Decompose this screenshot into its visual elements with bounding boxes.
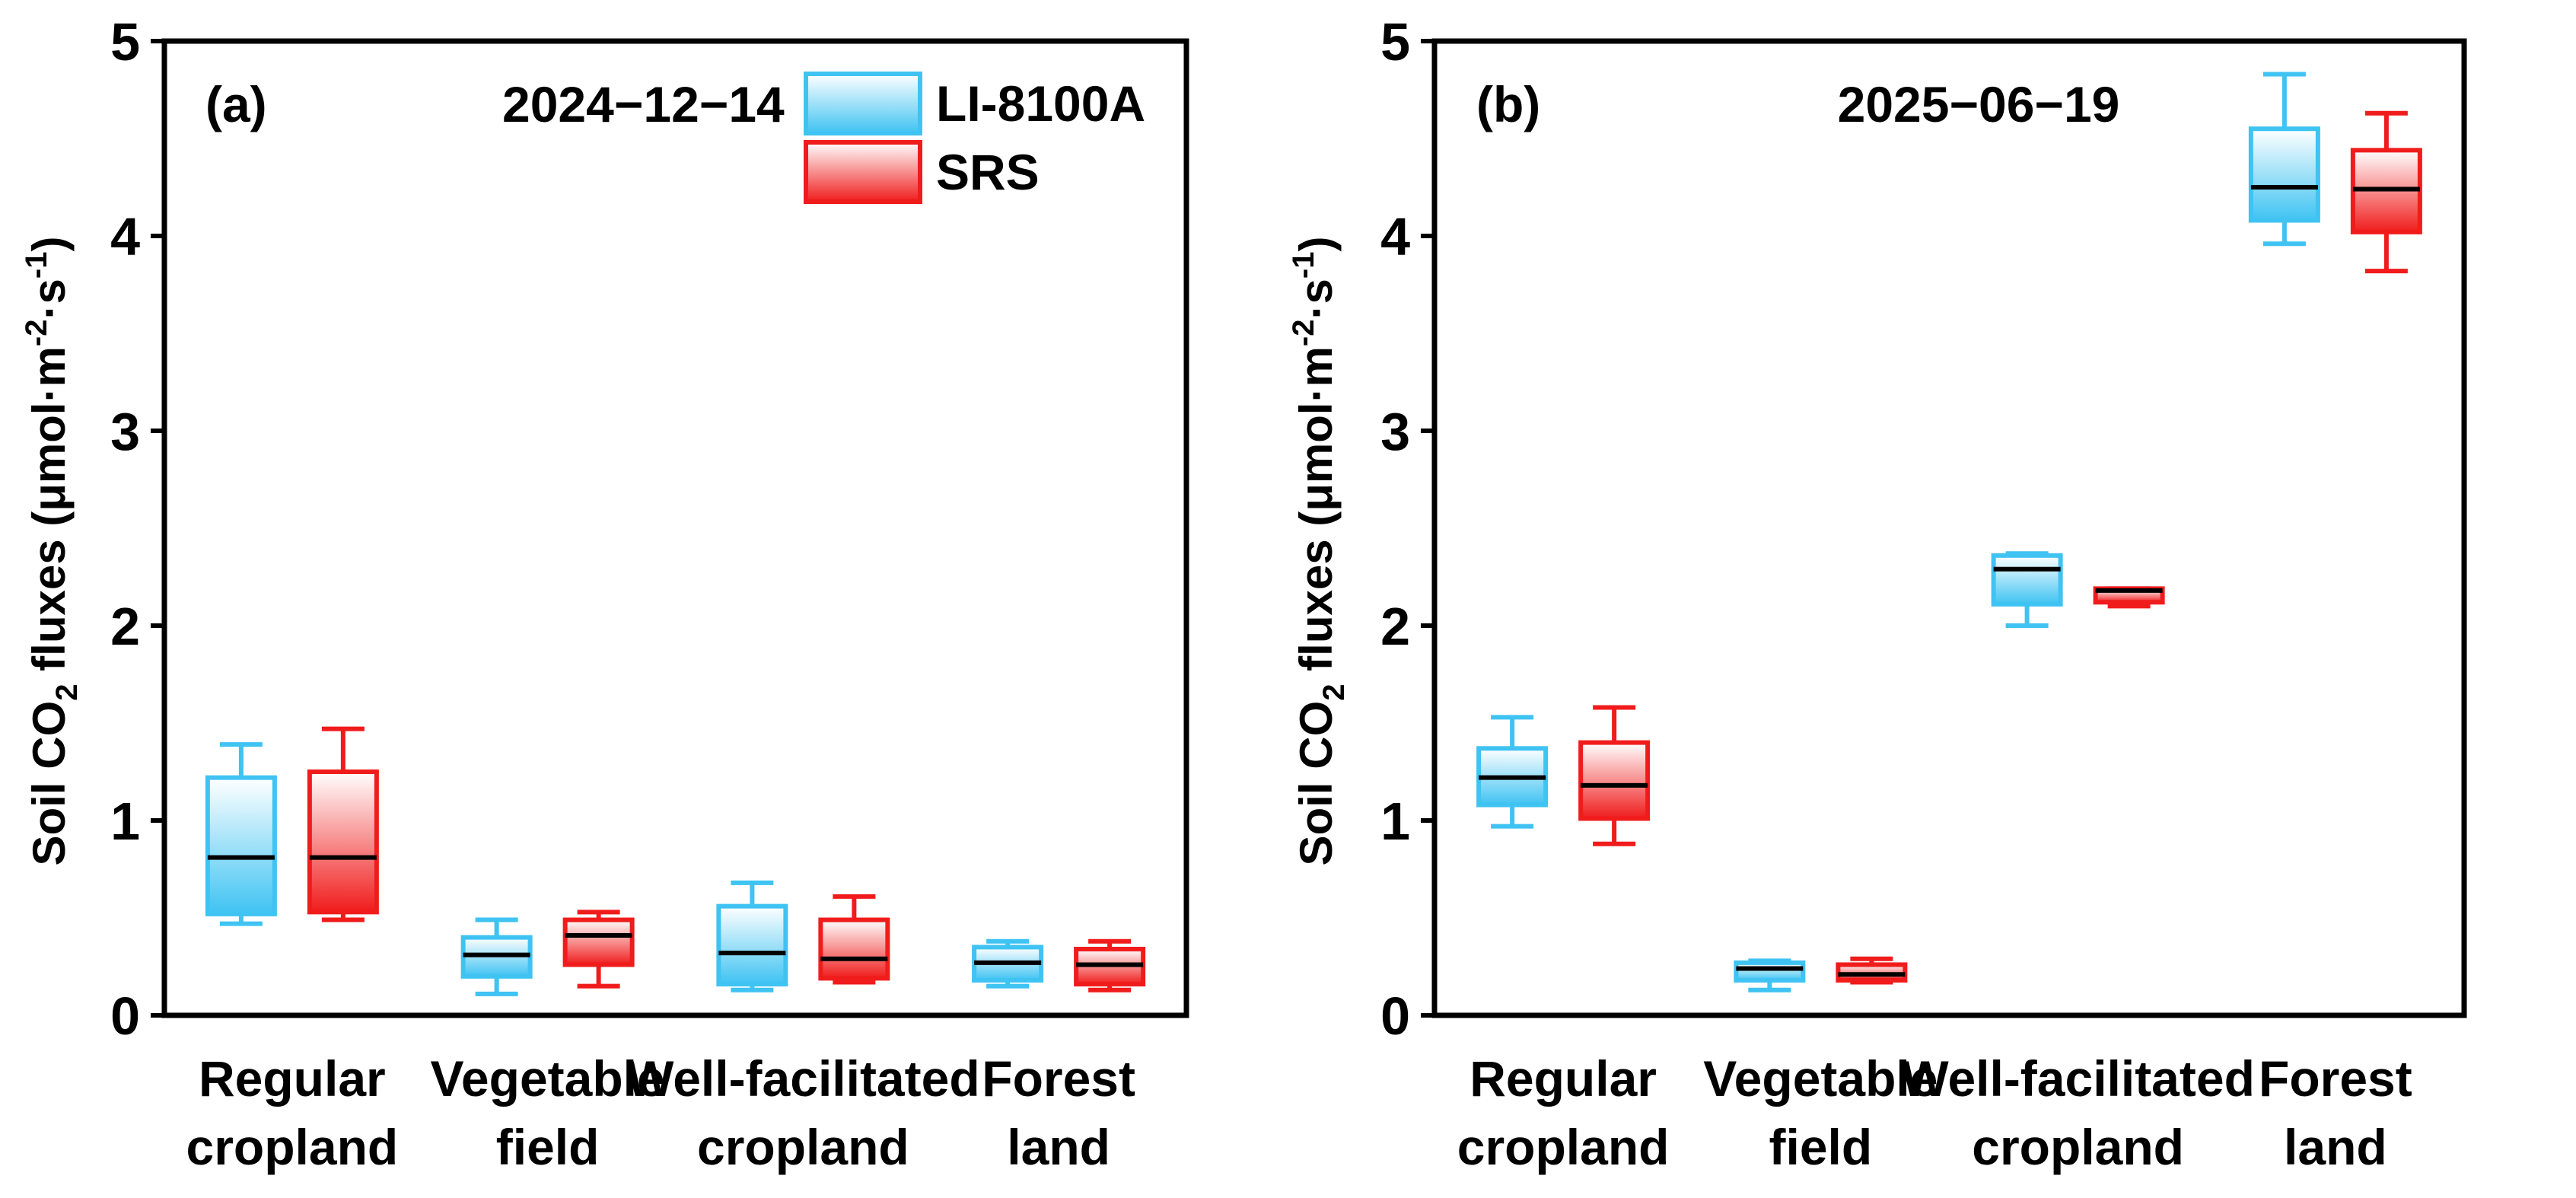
y-axis-label-part: ·s xyxy=(1291,279,1342,319)
y-tick-label: 3 xyxy=(110,402,140,461)
box-srs-0 xyxy=(307,726,379,922)
x-category-line: Vegetable xyxy=(1703,1050,1938,1107)
box-srs-2 xyxy=(2093,586,2165,609)
box-srs-1 xyxy=(562,910,635,989)
x-category-line: land xyxy=(2284,1119,2387,1175)
box-li-8100a-0 xyxy=(205,742,277,926)
y-axis-label-subscript: 2 xyxy=(50,684,84,701)
y-tick-label: 0 xyxy=(110,986,140,1046)
x-category-line: Forest xyxy=(982,1050,1135,1107)
y-axis-label-superscript: -1 xyxy=(1287,252,1320,279)
y-axis-label-superscript: -2 xyxy=(20,319,53,346)
x-category-label: Forest land xyxy=(982,1050,1135,1175)
x-category-line: cropland xyxy=(697,1119,909,1175)
x-category-label: Well-facilitated cropland xyxy=(1901,1050,2255,1175)
iqr-box xyxy=(2248,126,2320,223)
x-category-label: Vegetable field xyxy=(1703,1050,1938,1175)
x-category-label: Regular cropland xyxy=(186,1050,399,1175)
x-category-line: Forest xyxy=(2259,1050,2412,1107)
y-axis-label-part: fluxes (μmol·m xyxy=(1291,346,1342,683)
x-category-line: Vegetable xyxy=(431,1050,665,1107)
box-li-8100a-3 xyxy=(972,938,1044,989)
y-tick-label: 5 xyxy=(110,12,140,72)
iqr-box xyxy=(716,903,788,987)
y-tick-label: 1 xyxy=(1380,792,1410,851)
legend-swatch xyxy=(804,140,922,204)
iqr-box xyxy=(818,917,890,981)
y-axis-label-superscript: -1 xyxy=(20,252,53,279)
box-srs-0 xyxy=(1578,705,1651,846)
box-li-8100a-2 xyxy=(1991,551,2063,628)
x-category-line: field xyxy=(1769,1119,1873,1175)
plot-frame xyxy=(1431,38,2467,1018)
y-axis-label-part: fluxes (μmol·m xyxy=(24,346,75,683)
legend-label: LI-8100A xyxy=(936,75,1145,132)
box-li-8100a-2 xyxy=(716,880,788,992)
iqr-box xyxy=(307,769,379,915)
legend-swatch xyxy=(804,72,922,135)
y-tick-label: 1 xyxy=(110,792,140,851)
box-srs-3 xyxy=(2350,110,2422,274)
y-tick-label: 2 xyxy=(110,597,140,656)
box-li-8100a-3 xyxy=(2248,72,2320,247)
y-tick-label: 4 xyxy=(1380,207,1410,266)
x-category-line: land xyxy=(1007,1119,1110,1175)
x-category-line: cropland xyxy=(1972,1119,2184,1175)
y-tick-label: 3 xyxy=(1380,402,1410,461)
box-srs-2 xyxy=(818,894,890,985)
iqr-box xyxy=(1578,740,1651,821)
y-axis-label-part: ·s xyxy=(24,279,75,319)
panel-label: (a) xyxy=(205,76,267,132)
y-tick-label: 2 xyxy=(1380,597,1410,656)
x-category-label: Well-facilitated cropland xyxy=(626,1050,980,1175)
date-label: 2024−12−14 xyxy=(502,76,785,132)
y-axis-label: Soil CO2 fluxes (μmol·m-2·s-1) xyxy=(20,237,84,866)
y-axis-label-part: ) xyxy=(1291,237,1342,252)
y-axis-label-part: ) xyxy=(24,237,75,252)
iqr-box xyxy=(1991,553,2063,607)
plot-frame xyxy=(161,38,1189,1018)
y-tick-label: 0 xyxy=(1380,986,1410,1046)
x-category-line: cropland xyxy=(1457,1119,1670,1175)
iqr-box xyxy=(1734,960,1806,983)
legend-label: SRS xyxy=(936,144,1040,200)
x-category-line: Regular xyxy=(199,1050,386,1107)
x-category-label: Forest land xyxy=(2259,1050,2412,1175)
box-li-8100a-0 xyxy=(1476,715,1549,829)
x-category-line: Regular xyxy=(1469,1050,1657,1107)
box-li-8100a-1 xyxy=(1734,958,1806,992)
y-axis-label-subscript: 2 xyxy=(1317,684,1351,701)
legend: LI-8100A SRS xyxy=(804,72,1145,204)
x-category-line: Well-facilitated xyxy=(1901,1050,2255,1107)
box-srs-3 xyxy=(1074,938,1146,992)
y-axis-label-part: Soil CO xyxy=(1291,701,1342,866)
y-tick-label: 4 xyxy=(110,207,140,266)
panel-b: 0 1 2 3 4 5 Regular cropland Vegetable field Well-… xyxy=(1287,12,2467,1175)
box-srs-1 xyxy=(1836,956,1908,985)
y-axis-label-part: Soil CO xyxy=(24,701,75,866)
panel-a: 0 1 2 3 4 5 Regular cropland Vegetable field Well-… xyxy=(20,12,1189,1175)
y-axis-label-superscript: -2 xyxy=(1287,319,1320,346)
x-category-label: Vegetable field xyxy=(431,1050,665,1175)
iqr-box xyxy=(562,917,635,967)
x-category-line: field xyxy=(496,1119,600,1175)
box-li-8100a-1 xyxy=(460,917,533,996)
y-axis-label: Soil CO2 fluxes (μmol·m-2·s-1) xyxy=(1287,237,1351,866)
panel-label: (b) xyxy=(1476,76,1540,132)
date-label: 2025−06−19 xyxy=(1838,76,2120,132)
x-category-label: Regular cropland xyxy=(1457,1050,1670,1175)
iqr-box xyxy=(205,775,277,916)
x-category-line: cropland xyxy=(186,1119,399,1175)
x-category-line: Well-facilitated xyxy=(626,1050,980,1107)
y-tick-label: 5 xyxy=(1380,12,1410,72)
